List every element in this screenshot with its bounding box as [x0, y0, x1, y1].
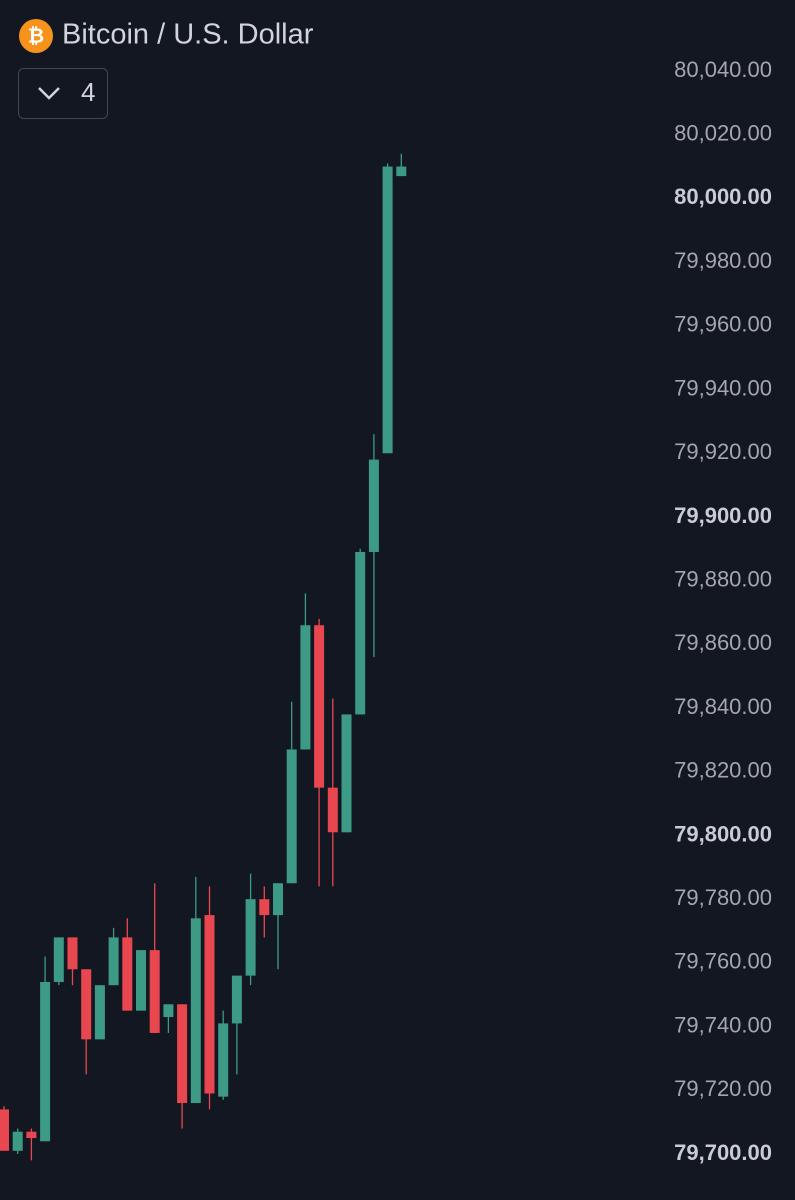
y-tick-label: 79,760.00: [674, 949, 772, 974]
candle-body: [368, 459, 379, 552]
y-tick-label: 79,700.00: [674, 1140, 772, 1165]
y-tick-label: 80,040.00: [674, 57, 772, 82]
interval-label: 4: [81, 77, 95, 107]
candle-body: [300, 625, 311, 750]
candle-body: [163, 1004, 174, 1018]
candle-body: [136, 950, 146, 1011]
y-tick-label: 79,920.00: [674, 439, 772, 464]
candle-body: [218, 1023, 229, 1097]
y-tick-label: 79,860.00: [674, 630, 772, 655]
chart-title: Bitcoin / U.S. Dollar: [62, 19, 314, 51]
candle-body: [273, 883, 283, 916]
candle-body: [314, 625, 325, 788]
candle-body: [245, 899, 256, 976]
y-tick-label: 79,780.00: [674, 885, 772, 910]
candle-body: [94, 985, 105, 1040]
y-tick-label: 79,840.00: [674, 694, 772, 719]
candle-body: [40, 981, 51, 1142]
candle-body: [177, 1004, 188, 1104]
chevron-icon: [38, 87, 60, 100]
y-tick-label: 79,940.00: [674, 375, 772, 400]
candle-body: [231, 975, 242, 1024]
candle-body: [341, 714, 352, 833]
candle-body: [0, 1109, 9, 1151]
y-tick-label: 79,720.00: [674, 1076, 772, 1101]
candle-body: [122, 937, 133, 1011]
y-tick-label: 79,880.00: [674, 566, 772, 591]
candle-body: [81, 969, 92, 1040]
y-tick-label: 79,960.00: [674, 312, 772, 337]
y-tick-label: 79,900.00: [674, 503, 772, 528]
candle-body: [12, 1131, 23, 1151]
candle-body: [53, 937, 64, 982]
candle-body: [355, 551, 366, 715]
candle-body: [286, 749, 297, 884]
candle-body: [108, 937, 119, 986]
candle-body: [26, 1131, 37, 1139]
interval-button[interactable]: [18, 68, 108, 119]
candle-body: [190, 918, 201, 1104]
candle-body: [259, 899, 270, 916]
candle-body: [396, 166, 407, 177]
candle-body: [204, 915, 215, 1094]
coin-icon: [19, 19, 53, 53]
candle-body: [67, 937, 78, 970]
y-tick-label: 79,820.00: [674, 758, 772, 783]
y-tick-label: 79,800.00: [674, 821, 772, 846]
y-tick-label: 79,980.00: [674, 248, 772, 273]
y-tick-label: 79,740.00: [674, 1012, 772, 1037]
y-tick-label: 80,020.00: [674, 121, 772, 146]
candle-body: [327, 787, 338, 833]
candle-body: [382, 166, 393, 454]
candle-body: [149, 950, 160, 1033]
y-tick-label: 80,000.00: [674, 184, 772, 209]
coin-symbol: ₿: [28, 25, 44, 47]
